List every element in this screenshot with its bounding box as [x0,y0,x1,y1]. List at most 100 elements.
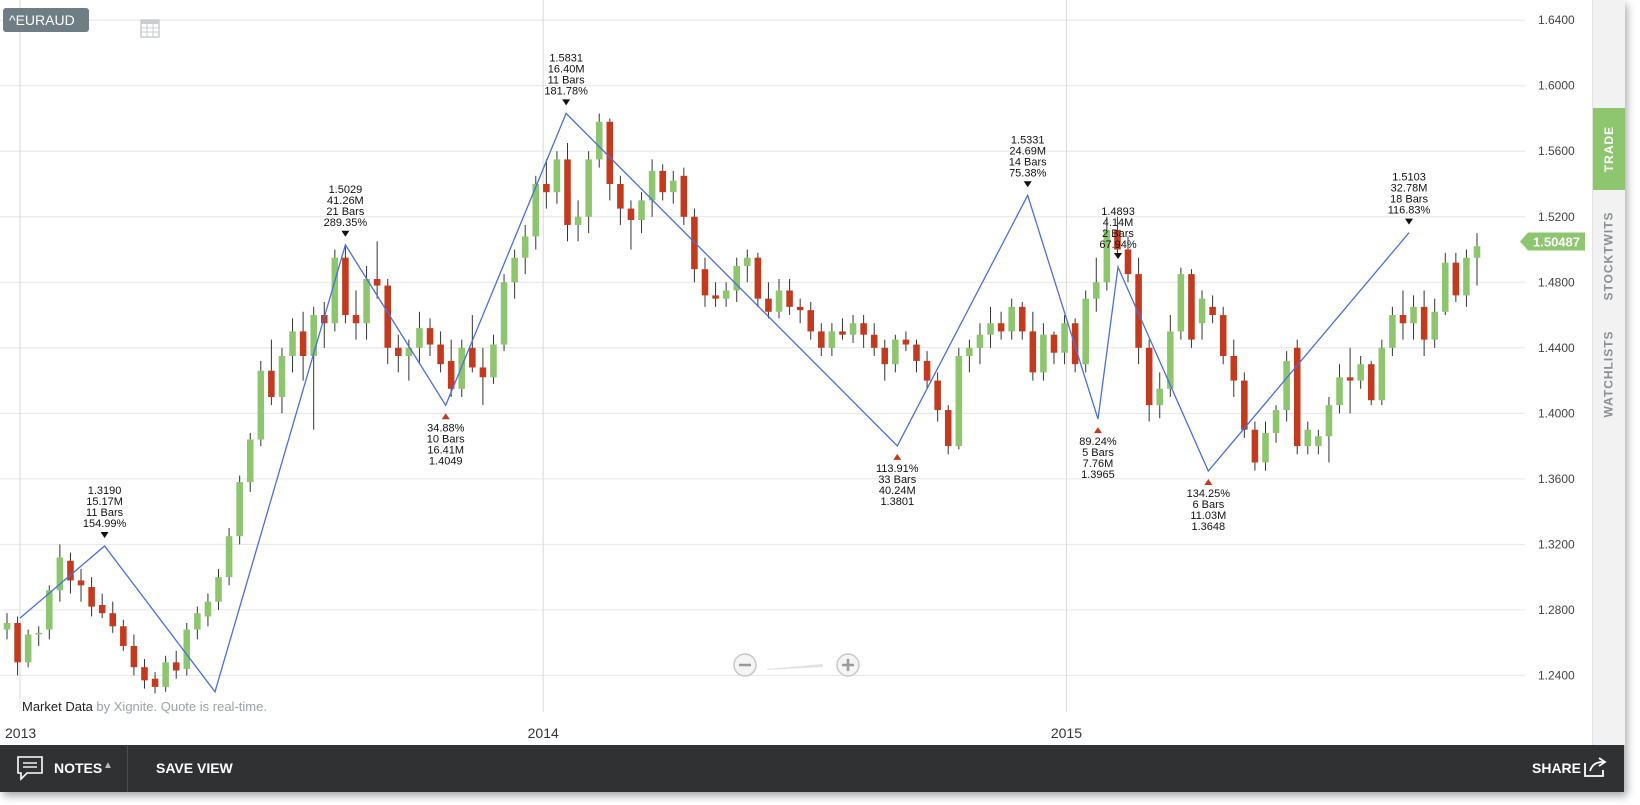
candle-body [1431,311,1438,340]
candle [818,323,825,356]
grid-lines [0,0,1525,712]
zoom-out-button[interactable] [733,653,757,677]
candle [701,257,709,307]
candle-body [268,370,275,397]
candle-body [172,662,180,671]
candle [1029,311,1037,381]
tab-watchlists[interactable]: WATCHLISTS [1602,330,1617,418]
candle-body [426,328,434,345]
notes-button[interactable]: NOTES ▲ [0,745,128,792]
candle [88,577,95,617]
candle-body [595,121,603,160]
zoom-control [733,653,860,677]
candle [606,118,614,201]
x-tick-label: 2014 [528,725,559,741]
candle-body [617,184,624,209]
share-icon[interactable] [1582,756,1608,778]
symbol-badge[interactable]: ^EURAUD [3,8,89,32]
candle-body [638,200,645,221]
calendar-icon[interactable] [140,18,160,38]
candle-body [1441,262,1449,312]
pivot-label-line: 11 Bars [86,507,124,519]
candle [1441,252,1449,316]
comment-icon [17,756,43,781]
candle-body [1293,347,1301,447]
candle-body [786,290,793,307]
market-data-source: by Xignite. Quote is real-time. [92,699,267,714]
pivot-label-line: 6 Bars [1192,499,1224,511]
candle [585,151,592,234]
candle [1399,290,1407,340]
y-tick-label: 1.4800 [1538,275,1575,289]
candle [997,311,1005,340]
tab-trade[interactable]: TRADE [1593,108,1625,190]
candle-body [109,613,117,627]
right-sidebar: TRADE STOCKTWITS WATCHLISTS [1592,0,1625,745]
pivot-label-line: 134.25% [1187,488,1231,500]
candle [1114,216,1121,258]
candle-body [796,306,804,311]
candle [839,318,846,340]
y-tick-label: 1.2800 [1538,603,1575,617]
candle-body [1463,257,1470,296]
pivot-label-line: 21 Bars [326,206,364,218]
candle-body [1008,306,1015,332]
candle [67,552,74,594]
last-price-badge [1520,232,1585,251]
candle [236,475,243,545]
pivot-label-line: 289.35% [324,217,368,229]
zoom-slider[interactable] [767,664,823,670]
candle [543,159,550,209]
candle [521,224,529,275]
candle-body [405,347,413,356]
candle-body [1071,323,1079,365]
share-button[interactable]: SHARE [1532,760,1582,776]
pivot-label-line: 2 Bars [1102,228,1134,240]
candle [1230,339,1238,397]
y-tick-label: 1.6400 [1538,13,1575,27]
candle-body [849,323,857,335]
candle [849,315,857,343]
candle [1315,429,1322,455]
bottom-toolbar: NOTES ▲ SAVE VIEW SHARE [0,745,1624,792]
candle [458,339,466,397]
save-view-button[interactable]: SAVE VIEW [156,760,233,776]
candle-body [712,295,719,299]
candle-body [479,367,487,378]
candle-body [56,557,64,591]
candle-body [162,662,169,687]
candle [225,528,233,586]
candle [1093,257,1100,312]
candle-body [1145,347,1153,406]
tab-stocktwits[interactable]: STOCKTWITS [1602,211,1617,301]
candle [1209,295,1216,324]
candle-body [246,439,254,483]
candle-body [1219,315,1227,356]
candle-body [574,216,582,225]
candles [3,113,1481,694]
candle [500,274,508,352]
market-data-credit: Market Data by Xignite. Quote is real-ti… [20,699,269,714]
candle-body [490,344,497,378]
candle-body [35,632,43,635]
candle-body [1315,436,1322,447]
y-tick-label: 1.5600 [1538,144,1575,158]
pivot-label-line: 1.3801 [880,496,914,508]
candle [1061,315,1068,365]
candle-body [1420,306,1428,340]
candle-body [839,331,846,335]
candle-body [1093,282,1100,299]
candle-body [1188,274,1195,340]
zigzag-line [19,112,1410,694]
candle [828,323,836,356]
zoom-in-button[interactable] [836,653,860,677]
pivot-label-line: 10 Bars [427,433,465,445]
candle [1135,257,1142,365]
candle-body [521,236,529,258]
